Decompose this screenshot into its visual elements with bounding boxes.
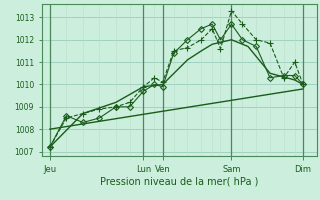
X-axis label: Pression niveau de la mer( hPa ): Pression niveau de la mer( hPa ) bbox=[100, 177, 258, 187]
